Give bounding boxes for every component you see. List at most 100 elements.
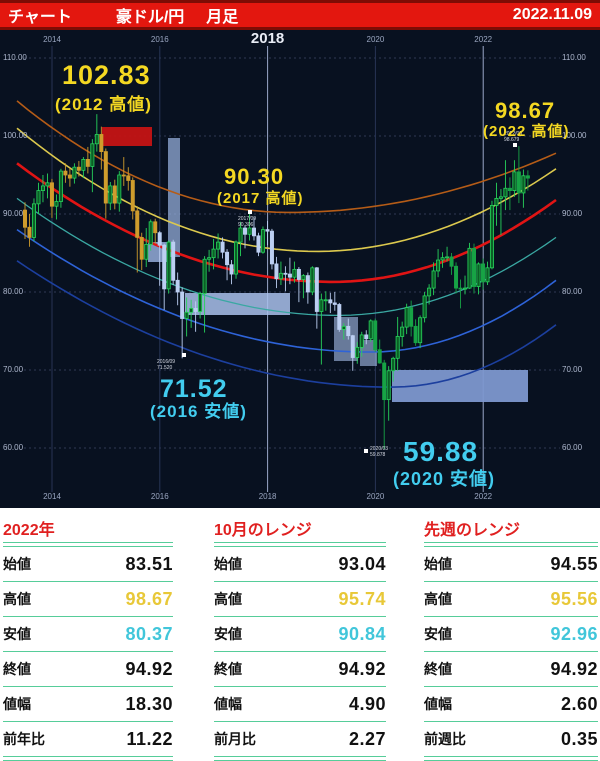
candle-body (337, 304, 342, 330)
zone-box (168, 138, 180, 257)
candle-body (229, 264, 234, 275)
row-label: 終値 (424, 661, 452, 677)
currency-pair-label: 豪ドル/円 (115, 9, 185, 26)
table-row: 安値 80.37 (3, 617, 173, 652)
table-title: 10月のレンジ (214, 522, 312, 539)
table-row: 前週比 0.35 (424, 722, 598, 756)
row-value: 98.67 (125, 588, 173, 609)
row-value: 4.90 (348, 693, 386, 714)
candle-body (27, 226, 32, 238)
candle-body (287, 273, 292, 278)
candle-body (305, 275, 310, 293)
candle-body (278, 272, 283, 280)
candle-body (503, 187, 508, 198)
candle-body (368, 320, 373, 340)
candle-body (265, 229, 270, 232)
row-label: 始値 (214, 556, 242, 572)
candle-body (76, 166, 81, 171)
candle-body (58, 170, 63, 202)
row-label: 値幅 (214, 696, 242, 712)
table-row: 前月比 2.27 (214, 722, 386, 756)
date-label: 2022.11.09 (512, 6, 592, 23)
extreme-marker (513, 143, 517, 147)
candle-body (63, 170, 68, 176)
candle-body (377, 349, 382, 364)
candle-body (40, 185, 45, 191)
candle-body (121, 174, 126, 177)
summary-table: 先週のレンジ 始値 94.55 高値 95.56 安値 92.96 終値 94.92 値幅 2.60… (424, 508, 598, 761)
candle-body (180, 291, 185, 319)
table-row: 安値 92.96 (424, 617, 598, 652)
row-value: 18.30 (125, 693, 173, 714)
candle-body (81, 158, 86, 171)
candle-body (211, 248, 216, 259)
candle-body (292, 268, 297, 278)
candle-body (310, 267, 315, 293)
candle-body (94, 134, 99, 145)
row-value: 80.37 (125, 623, 173, 644)
candle-body (90, 143, 95, 167)
row-value: 92.96 (550, 623, 598, 644)
row-label: 安値 (214, 626, 242, 642)
candle-body (404, 307, 409, 328)
candle-body (382, 362, 387, 401)
timeframe-label: 月足 (206, 9, 239, 26)
table-row: 高値 98.67 (3, 582, 173, 617)
candle-body (103, 151, 108, 204)
zone-box (360, 340, 377, 366)
candle-body (476, 263, 481, 287)
table-divider (424, 542, 598, 547)
candle-body (512, 171, 517, 192)
extreme-marker-label: 71.520 (157, 365, 173, 371)
table-divider (3, 756, 173, 761)
extreme-marker-label: 2016/09 (157, 359, 175, 365)
summary-tables: 2022年 始値 83.51 高値 98.67 安値 80.37 終値 94.92 値幅 18.30… (0, 508, 600, 761)
row-label: 高値 (424, 591, 452, 607)
candle-body (126, 175, 131, 181)
candle-body (355, 346, 360, 358)
table-row: 終値 94.92 (214, 652, 386, 687)
candle-body (391, 357, 396, 372)
table-title: 先週のレンジ (424, 522, 521, 539)
candle-body (148, 221, 153, 245)
table-divider (214, 542, 386, 547)
extreme-marker (182, 353, 186, 357)
table-divider (3, 542, 173, 547)
candle-body (373, 320, 378, 351)
candle-body (207, 257, 212, 260)
row-label: 高値 (3, 591, 31, 607)
row-value: 0.35 (560, 728, 598, 749)
candle-body (485, 267, 490, 283)
candle-body (166, 241, 171, 290)
extreme-marker-label: 2017/09 (238, 216, 256, 222)
candle-body (525, 175, 530, 179)
row-label: 値幅 (424, 696, 452, 712)
ma-curve (16, 260, 557, 388)
table-row: 高値 95.56 (424, 582, 598, 617)
candle-body (418, 317, 423, 344)
candle-body (346, 325, 351, 337)
extreme-marker-label: 2022/09 (504, 131, 522, 137)
table-row: 終値 94.92 (424, 652, 598, 687)
row-value: 94.92 (338, 658, 386, 679)
row-label: 高値 (214, 591, 242, 607)
table-row: 値幅 18.30 (3, 687, 173, 722)
candle-body (323, 299, 328, 302)
candle-body (193, 307, 198, 312)
extreme-marker (364, 449, 368, 453)
candle-body (189, 307, 194, 313)
candlestick-chart: 2017/09 90.306 2016/09 71.520 2020/03 59.878 2… (0, 30, 600, 508)
row-label: 始値 (3, 556, 31, 572)
row-label: 始値 (424, 556, 452, 572)
candle-body (49, 182, 54, 207)
candle-body (175, 279, 180, 293)
candle-body (359, 334, 364, 348)
candle-body (440, 257, 445, 261)
candle-body (319, 299, 324, 312)
extreme-marker-label: 59.878 (370, 452, 386, 458)
zone-box (102, 127, 152, 146)
candle-body (471, 247, 476, 287)
candle-body (256, 235, 261, 253)
row-label: 前年比 (3, 731, 45, 747)
candle-body (364, 334, 369, 340)
